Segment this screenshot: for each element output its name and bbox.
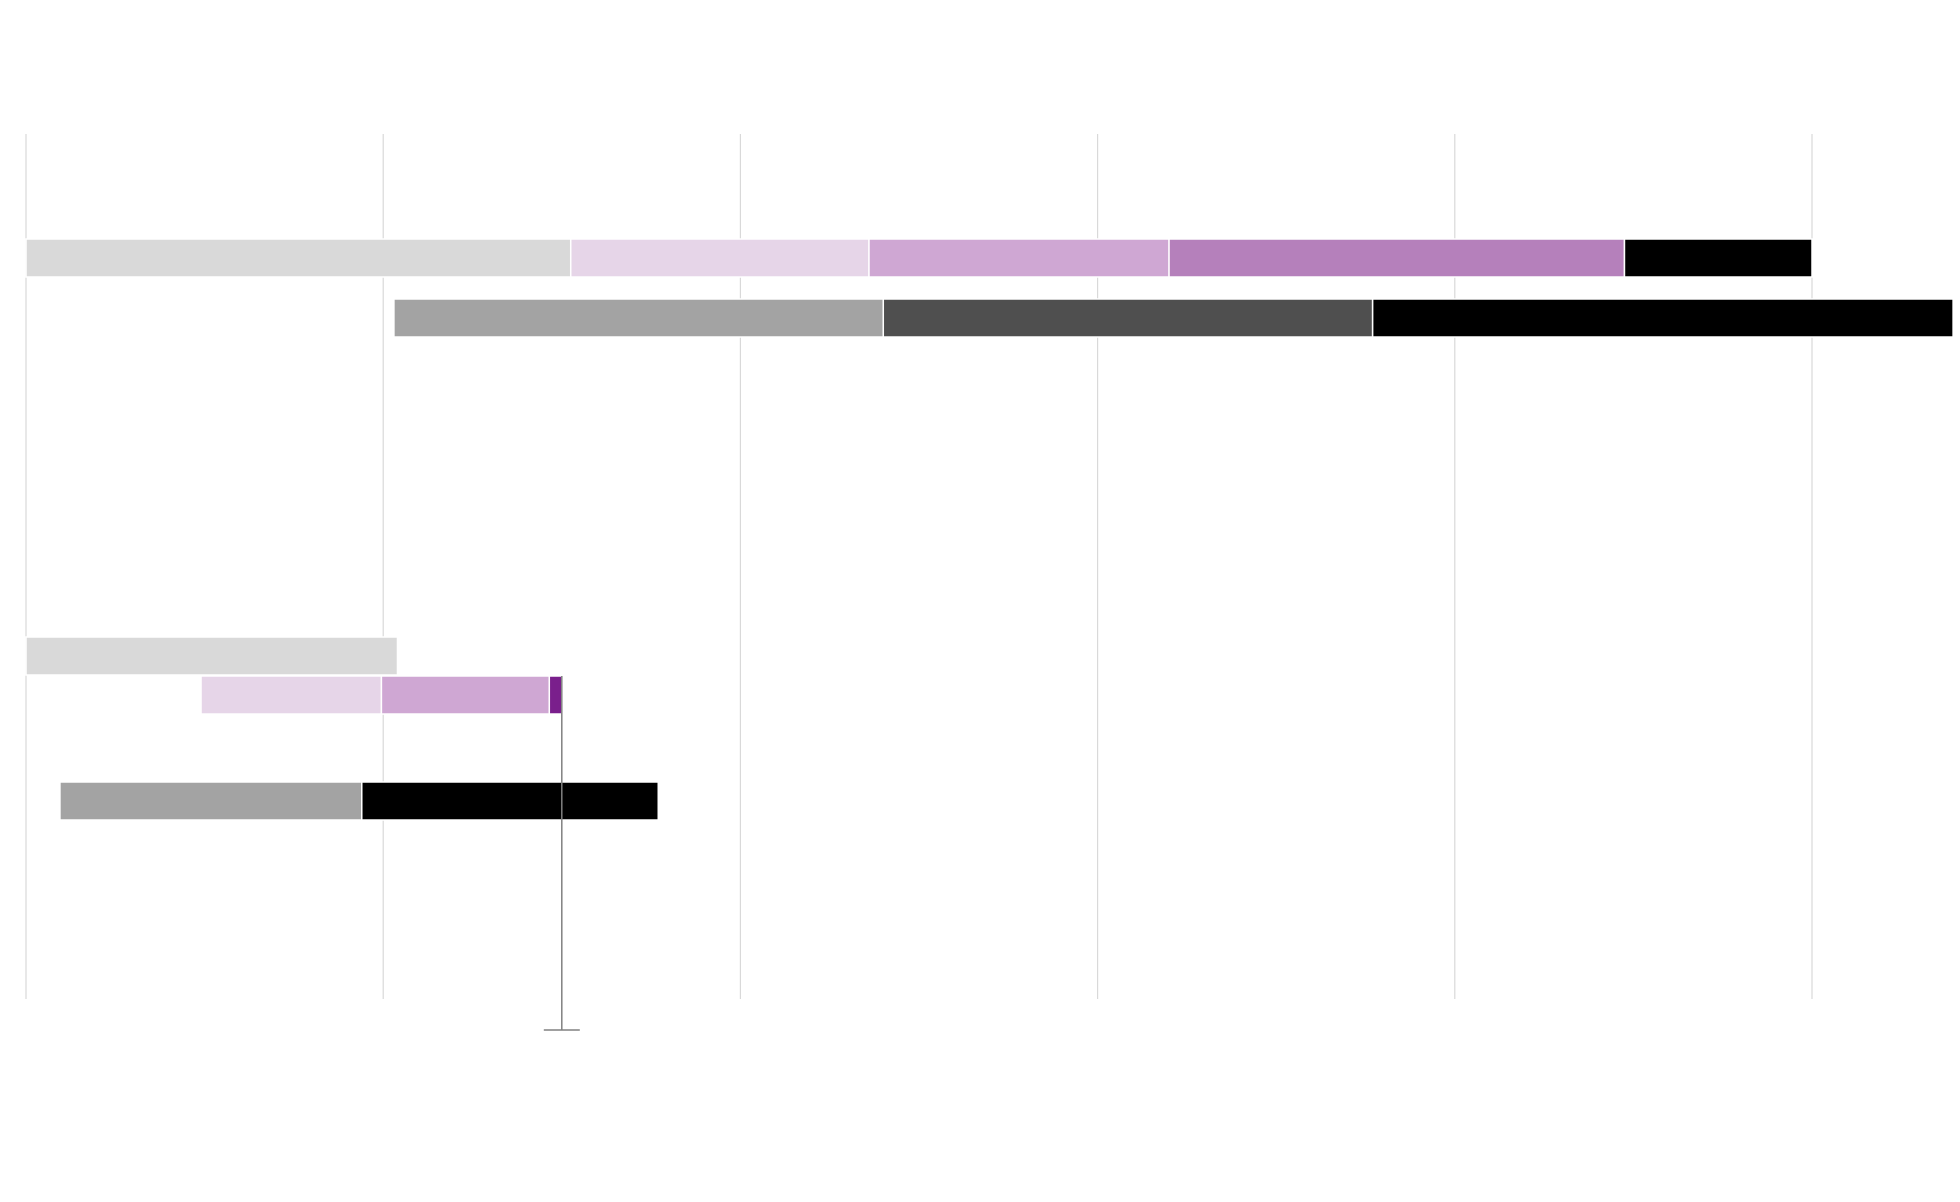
bar-4-segment-1	[200, 675, 383, 715]
bar-2-segment-3	[1371, 298, 1954, 338]
bar-3-segment-1	[25, 636, 399, 676]
bar-4-segment-2	[380, 675, 551, 715]
bar-4-segment-3	[548, 675, 563, 715]
bar-5	[59, 781, 659, 821]
reference-marker	[543, 676, 580, 1031]
bar-5-segment-2	[361, 781, 659, 821]
bar-1-segment-3	[868, 238, 1170, 278]
bar-3	[25, 636, 399, 676]
gridlines	[25, 134, 1813, 999]
bar-5-segment-1	[59, 781, 363, 821]
bar-2	[393, 298, 1954, 338]
bar-1-segment-2	[569, 238, 870, 278]
bars	[25, 238, 1954, 821]
bar-1	[25, 238, 1813, 278]
bar-2-segment-2	[882, 298, 1374, 338]
bar-1-segment-5	[1623, 238, 1813, 278]
bar-4	[200, 675, 563, 715]
bar-2-segment-1	[393, 298, 885, 338]
bar-1-segment-4	[1168, 238, 1626, 278]
bar-1-segment-1	[25, 238, 572, 278]
